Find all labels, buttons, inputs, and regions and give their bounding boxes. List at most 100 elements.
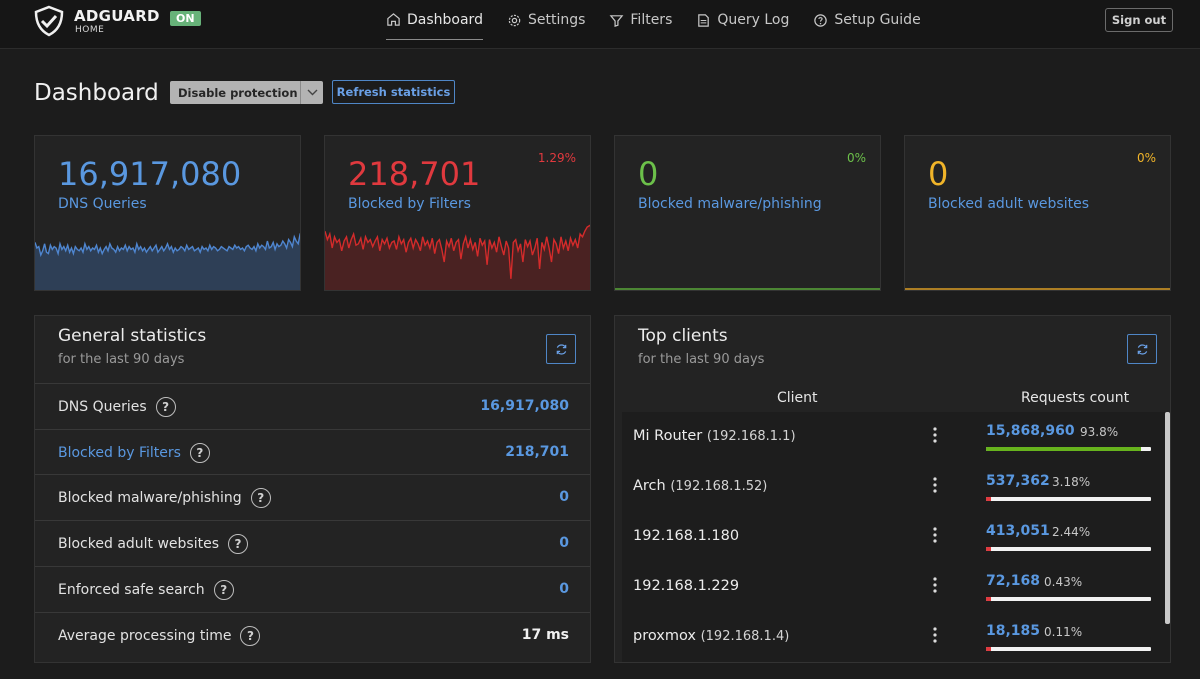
- stat-row-label: Average processing time: [58, 628, 232, 644]
- column-header-requests[interactable]: Requests count: [1021, 390, 1130, 406]
- blocked-adult-percent: 0%: [1136, 151, 1156, 165]
- client-row: Arch (192.168.1.52) 537,362 3.18%: [622, 462, 1170, 512]
- stat-row-label[interactable]: Blocked by Filters: [58, 445, 181, 461]
- client-request-count[interactable]: 537,362: [986, 473, 1050, 489]
- client-name[interactable]: 192.168.1.180: [633, 528, 739, 544]
- disable-protection-button[interactable]: Disable protection: [170, 81, 323, 104]
- disable-protection-dropdown-toggle[interactable]: [300, 81, 323, 104]
- general-statistics-subtitle: for the last 90 days: [58, 352, 185, 367]
- blocked-filters-percent: 1.29%: [537, 151, 576, 165]
- stat-row-blocked-adult: Blocked adult websites? 0: [35, 520, 590, 566]
- client-name[interactable]: 192.168.1.229: [633, 578, 739, 594]
- dns-queries-card: 16,917,080 DNS Queries: [34, 135, 301, 291]
- clients-scrollbar-thumb[interactable]: [1165, 412, 1170, 624]
- more-vertical-icon[interactable]: [933, 576, 937, 594]
- stat-row-label: Blocked adult websites: [58, 536, 220, 552]
- client-name[interactable]: Mi Router (192.168.1.1): [633, 428, 796, 444]
- stat-row-safe-search: Enforced safe search? 0: [35, 566, 590, 612]
- column-header-client[interactable]: Client: [777, 390, 818, 406]
- gear-icon: [508, 14, 521, 26]
- stat-row-dns-queries: DNS Queries? 16,917,080: [35, 383, 590, 429]
- nav-settings[interactable]: Settings: [507, 0, 585, 40]
- client-request-bar-fill: [986, 547, 991, 551]
- protection-status-badge: ON: [170, 11, 201, 26]
- client-name[interactable]: Arch (192.168.1.52): [633, 478, 767, 494]
- help-icon[interactable]: ?: [155, 397, 176, 417]
- help-icon[interactable]: ?: [213, 580, 234, 600]
- client-request-bar-fill: [986, 447, 1141, 451]
- stat-row-value: 17 ms: [521, 627, 569, 643]
- page-title: Dashboard: [34, 80, 159, 106]
- client-ip: (192.168.1.52): [670, 479, 768, 494]
- more-vertical-icon[interactable]: [933, 526, 937, 544]
- nav-dashboard[interactable]: Dashboard: [386, 0, 483, 40]
- sign-out-button[interactable]: Sign out: [1105, 8, 1173, 32]
- sparkline-area: [325, 225, 590, 290]
- more-vertical-icon[interactable]: [933, 626, 937, 644]
- stat-row-value: 0: [559, 581, 569, 597]
- refresh-statistics-button[interactable]: Refresh statistics: [332, 80, 455, 104]
- client-row: 192.168.1.229 72,168 0.43%: [622, 562, 1170, 612]
- client-request-count[interactable]: 72,168: [986, 573, 1041, 589]
- refresh-icon: [1137, 343, 1147, 355]
- client-request-bar-fill: [986, 497, 992, 501]
- blocked-adult-value: 0: [928, 155, 949, 193]
- client-request-count[interactable]: 413,051: [986, 523, 1050, 539]
- blocked-malware-sparkline: [615, 288, 880, 290]
- stat-row-value: 0: [559, 489, 569, 505]
- blocked-filters-label: Blocked by Filters: [348, 196, 471, 212]
- top-header: ADGUARD HOME ON Dashboard Settings Filte…: [0, 0, 1200, 49]
- stat-row-label: Enforced safe search: [58, 582, 205, 598]
- blocked-filters-value: 218,701: [348, 155, 481, 193]
- client-name-text: 192.168.1.229: [633, 578, 740, 594]
- client-request-bar-fill: [986, 597, 991, 601]
- nav-filters-label: Filters: [630, 12, 673, 28]
- disable-protection-label: Disable protection: [178, 85, 298, 100]
- blocked-malware-percent: 0%: [846, 151, 866, 165]
- nav-setup-guide[interactable]: Setup Guide: [813, 0, 921, 40]
- client-request-bar: [986, 647, 1151, 651]
- stat-row-label: Blocked malware/phishing: [58, 490, 242, 506]
- help-icon[interactable]: ?: [228, 534, 249, 554]
- more-vertical-icon[interactable]: [933, 476, 937, 494]
- nav-settings-label: Settings: [527, 12, 586, 28]
- main-nav: Dashboard Settings Filters Query Log Set…: [386, 0, 945, 49]
- stat-row-value: 218,701: [505, 444, 569, 460]
- stat-row-value: 0: [559, 535, 569, 551]
- client-name[interactable]: proxmox (192.168.1.4): [633, 628, 789, 644]
- top-clients-refresh-button[interactable]: [1127, 334, 1157, 364]
- top-clients-title: Top clients: [638, 326, 728, 346]
- dns-queries-label: DNS Queries: [58, 196, 147, 212]
- dns-queries-sparkline: [35, 232, 300, 290]
- client-row: Mi Router (192.168.1.1) 15,868,960 93.8%: [622, 412, 1170, 462]
- stat-row-label: DNS Queries: [58, 399, 147, 415]
- sparkline-line: [325, 224, 590, 279]
- document-icon: [698, 13, 710, 27]
- help-icon[interactable]: ?: [189, 443, 210, 463]
- blocked-adult-card: 0% 0 Blocked adult websites: [904, 135, 1171, 291]
- more-vertical-icon[interactable]: [933, 426, 937, 444]
- stat-row-safe-search-label-wrap: Enforced safe search?: [58, 580, 234, 600]
- client-name-text: Mi Router: [633, 428, 703, 444]
- nav-query-log[interactable]: Query Log: [696, 0, 789, 40]
- client-request-percent: 0.43%: [1044, 575, 1083, 589]
- help-icon[interactable]: ?: [250, 488, 271, 508]
- client-request-count[interactable]: 15,868,960: [986, 423, 1075, 439]
- client-request-count[interactable]: 18,185: [986, 623, 1041, 639]
- blocked-filters-card: 1.29% 218,701 Blocked by Filters: [324, 135, 591, 291]
- help-icon[interactable]: ?: [240, 626, 261, 646]
- stat-row-blocked-filters-label-wrap: Blocked by Filters?: [58, 443, 210, 463]
- nav-setup-guide-label: Setup Guide: [834, 12, 921, 28]
- general-statistics-refresh-button[interactable]: [546, 334, 576, 364]
- filter-icon: [609, 14, 624, 27]
- dns-queries-value: 16,917,080: [58, 155, 242, 193]
- top-clients-table-body: Mi Router (192.168.1.1) 15,868,960 93.8%…: [622, 412, 1170, 662]
- adguard-shield-logo-icon: [34, 5, 64, 37]
- blocked-malware-label: Blocked malware/phishing: [638, 196, 822, 212]
- stat-row-blocked-adult-label-wrap: Blocked adult websites?: [58, 534, 249, 554]
- nav-filters[interactable]: Filters: [609, 0, 672, 40]
- client-request-percent: 2.44%: [1052, 525, 1091, 539]
- client-request-percent: 0.11%: [1044, 625, 1083, 639]
- refresh-icon: [556, 343, 566, 355]
- help-circle-icon: [814, 13, 828, 27]
